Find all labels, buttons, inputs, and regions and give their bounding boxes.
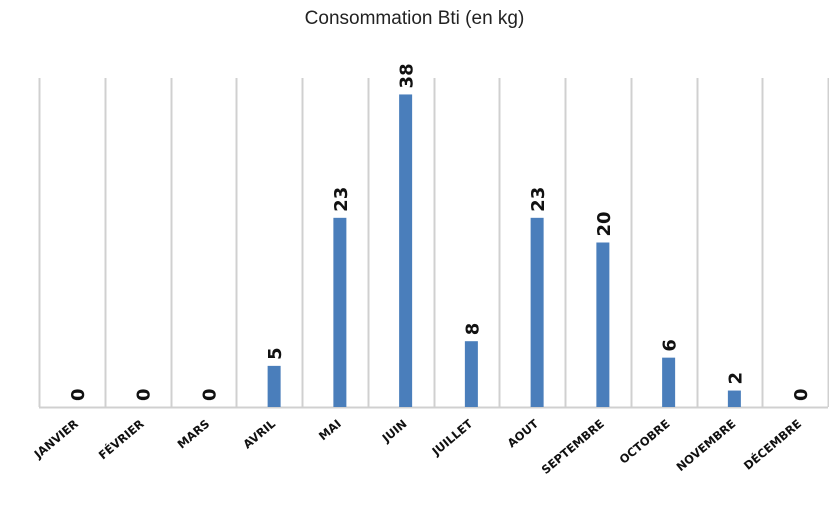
data-label: 6 xyxy=(660,339,681,352)
data-label: 38 xyxy=(397,63,418,88)
x-tick-label: JUILLET xyxy=(429,416,476,458)
x-tick-label: OCTOBRE xyxy=(617,416,673,466)
data-label: 0 xyxy=(68,388,89,401)
x-tick-label: AOUT xyxy=(505,416,542,450)
bar xyxy=(727,390,741,407)
data-label: 0 xyxy=(791,388,812,401)
bar xyxy=(333,217,347,407)
x-tick-label: MAI xyxy=(316,417,344,444)
data-label: 23 xyxy=(331,187,352,212)
bar xyxy=(662,357,676,407)
data-label: 0 xyxy=(134,388,155,401)
bar xyxy=(464,341,478,407)
data-label: 23 xyxy=(528,187,549,212)
data-label: 5 xyxy=(265,347,286,360)
bar xyxy=(399,94,413,407)
x-tick-label: DÉCEMBRE xyxy=(740,416,804,473)
x-tick-label: FÉVRIER xyxy=(95,416,146,463)
bar xyxy=(267,365,281,407)
x-tick-label: MARS xyxy=(175,417,213,452)
x-tick-label: NOVEMBRE xyxy=(674,416,739,474)
data-label: 0 xyxy=(199,388,220,401)
x-tick-label: AVRIL xyxy=(240,416,278,451)
data-label: 2 xyxy=(725,372,746,385)
data-label: 20 xyxy=(594,211,615,236)
chart-title: Consommation Bti (en kg) xyxy=(304,8,525,29)
x-tick-label: JANVIER xyxy=(31,416,81,461)
x-tick-label: SEPTEMBRE xyxy=(539,416,607,476)
x-tick-label: JUIN xyxy=(379,417,410,446)
bar xyxy=(530,217,544,407)
bar xyxy=(596,242,610,407)
data-label: 8 xyxy=(462,323,483,336)
